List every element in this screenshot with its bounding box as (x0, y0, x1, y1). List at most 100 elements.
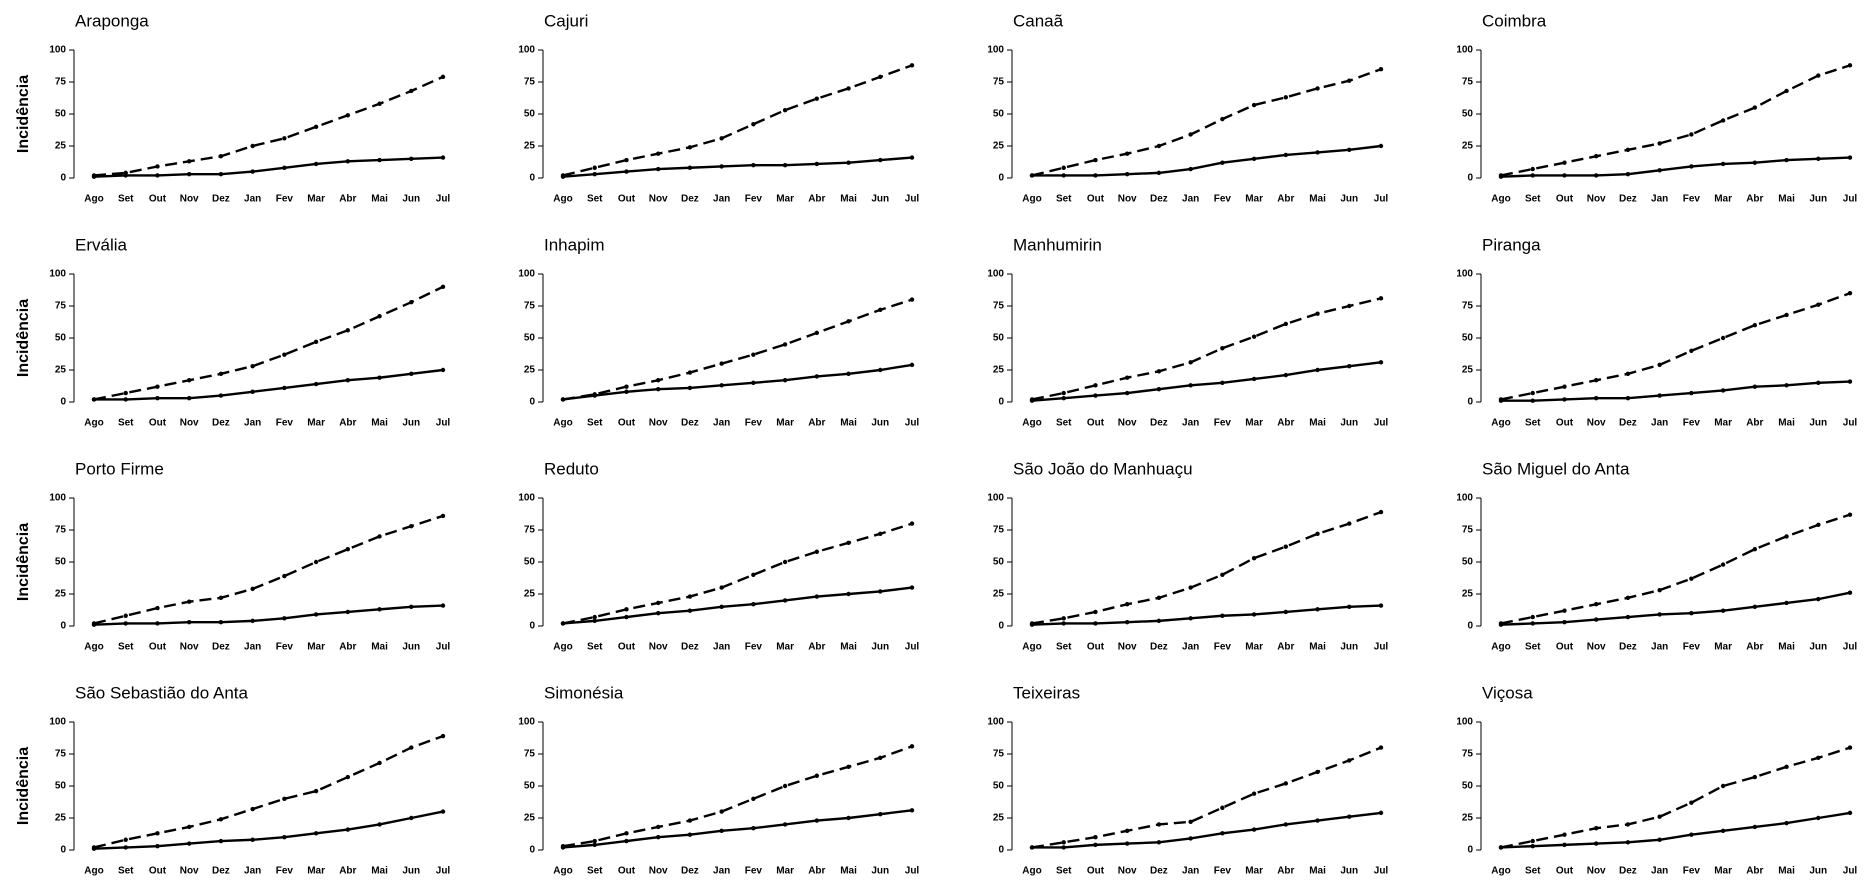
y-tick-label: 50 (55, 333, 67, 344)
point (409, 745, 414, 750)
x-tick-label: Mar (1245, 642, 1263, 653)
x-tick-label: Dez (1150, 866, 1168, 877)
x-tick-label: Set (587, 194, 603, 205)
point (409, 88, 414, 94)
point (1498, 398, 1504, 403)
y-tick-label: 100 (49, 269, 66, 280)
x-tick-label: Set (1525, 194, 1541, 205)
x-tick-label: Abr (339, 194, 356, 205)
x-tick-label: Jan (713, 642, 730, 653)
point (1188, 360, 1193, 365)
x-tick-label: Fev (1214, 642, 1232, 653)
y-tick-label: 100 (1456, 717, 1473, 728)
x-tick-label: Fev (745, 194, 763, 205)
y-tick-label: 25 (55, 365, 67, 376)
x-tick-label: Ago (84, 418, 103, 429)
point (1029, 845, 1035, 850)
point (1816, 302, 1821, 307)
point (719, 828, 724, 833)
point (377, 822, 382, 827)
y-axis-label: Incidência (15, 523, 32, 601)
x-tick-label: Mar (776, 194, 794, 205)
x-tick-label: Nov (1587, 418, 1606, 429)
x-tick-label: Nov (180, 418, 199, 429)
panel: São Miguel do Anta 0 25 50 75 100 Ago Set Out Nov… (1456, 459, 1857, 652)
x-tick-label: Mai (840, 866, 857, 877)
x-tick-label: Jun (1809, 866, 1827, 877)
point (1378, 360, 1384, 365)
point (1156, 170, 1162, 176)
y-tick-label: 75 (55, 301, 67, 312)
point (313, 381, 319, 387)
x-tick-label: Nov (180, 194, 199, 205)
x-tick-label: Fev (745, 866, 763, 877)
x-tick-label: Jun (1809, 194, 1827, 205)
point (687, 145, 693, 150)
point (1061, 621, 1066, 626)
x-tick-label: Dez (1619, 866, 1637, 877)
point (123, 613, 128, 618)
point (440, 155, 446, 160)
point (1593, 602, 1599, 607)
point (878, 531, 883, 537)
x-tick-label: Abr (1277, 642, 1294, 653)
panel-title: Porto Firme (75, 459, 164, 478)
point (1315, 311, 1320, 316)
x-tick-label: Abr (1746, 418, 1763, 429)
x-tick-label: Jul (436, 194, 451, 205)
series-line (1500, 811, 1851, 849)
point (1315, 367, 1320, 373)
x-tick-label: Nov (1587, 194, 1606, 205)
series-line (1031, 746, 1382, 849)
point (814, 374, 820, 379)
point (1784, 88, 1789, 94)
point (1378, 296, 1384, 301)
x-tick-label: Set (587, 642, 603, 653)
x-tick-label: Dez (212, 194, 230, 205)
x-tick-label: Out (1087, 194, 1105, 205)
point (655, 387, 661, 392)
point (1061, 173, 1066, 178)
x-tick-label: Fev (1683, 418, 1701, 429)
y-tick-label: 25 (55, 813, 67, 824)
point (1124, 151, 1130, 156)
point (719, 361, 724, 366)
x-tick-label: Ago (1491, 642, 1510, 653)
point (91, 622, 97, 627)
point (1315, 607, 1320, 612)
series-line (93, 75, 444, 177)
point (91, 846, 97, 851)
x-tick-label: Out (618, 642, 636, 653)
y-tick-label: 25 (993, 365, 1005, 376)
point (1347, 758, 1352, 763)
point (1251, 791, 1257, 796)
y-tick-label: 50 (993, 781, 1005, 792)
point (409, 299, 414, 305)
point (719, 585, 724, 590)
point (250, 389, 255, 394)
x-tick-label: Mar (1245, 866, 1263, 877)
point (624, 607, 629, 612)
y-tick-label: 75 (993, 749, 1005, 760)
y-tick-label: 75 (1462, 749, 1474, 760)
x-tick-label: Jun (402, 418, 420, 429)
x-tick-label: Out (618, 418, 636, 429)
point (1657, 814, 1662, 819)
point (1347, 814, 1352, 819)
point (91, 397, 97, 402)
y-tick-label: 25 (524, 141, 536, 152)
y-tick-label: 75 (993, 525, 1005, 536)
point (1816, 156, 1821, 161)
x-tick-label: Dez (681, 642, 699, 653)
point (1188, 166, 1193, 172)
point (814, 549, 820, 554)
point (1752, 774, 1758, 780)
point (1061, 390, 1066, 396)
series-line (562, 156, 913, 178)
point (1530, 173, 1535, 178)
point (1625, 147, 1631, 153)
point (655, 151, 661, 156)
point (1093, 621, 1098, 626)
point (687, 594, 693, 599)
